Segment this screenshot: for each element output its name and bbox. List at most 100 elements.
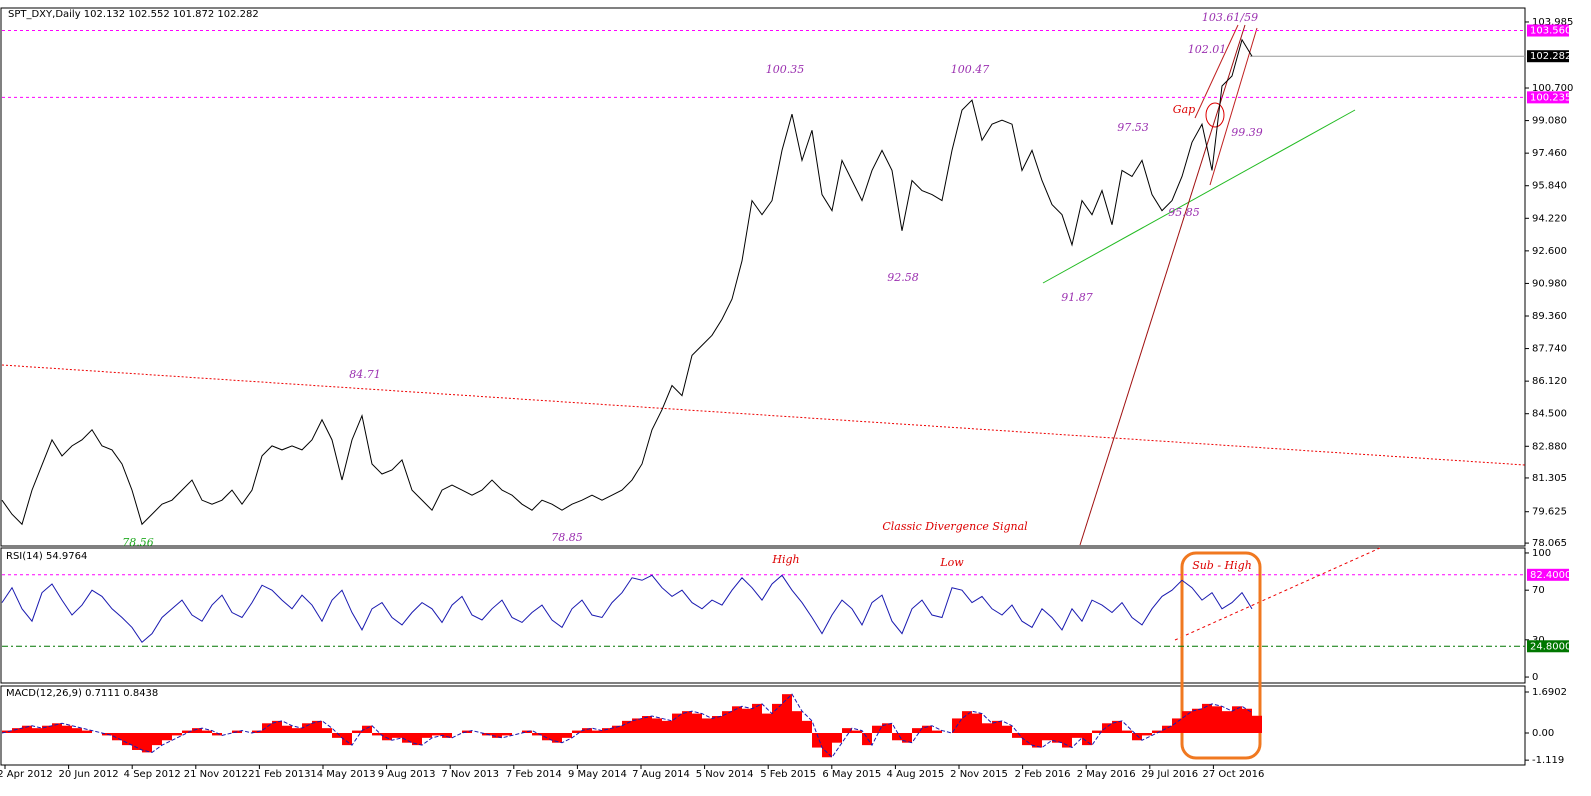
macd-bar: [142, 732, 152, 753]
macd-bar: [122, 732, 132, 746]
macd-bar: [1112, 720, 1122, 733]
x-tick-label: 29 Jul 2016: [1141, 769, 1198, 780]
trend-line: [1174, 547, 1381, 641]
trend-line: [1194, 24, 1239, 119]
annotation: 102.01: [1188, 43, 1227, 56]
annotation: 103.61/59: [1202, 11, 1258, 24]
macd-bar: [712, 716, 722, 733]
macd-bar: [12, 728, 22, 733]
level-box: [1527, 24, 1569, 37]
y-tick-label: 78.065: [1532, 538, 1567, 549]
macd-bar: [772, 703, 782, 733]
macd-bar: [602, 728, 612, 733]
macd-bar: [1152, 730, 1162, 733]
macd-bar: [432, 732, 442, 736]
price-line: [1, 574, 1253, 644]
macd-bar: [2, 730, 12, 733]
annotation: 97.53: [1117, 121, 1149, 134]
macd-bar: [1242, 708, 1252, 733]
x-tick-label: 7 Aug 2014: [632, 769, 690, 780]
y-tick-label: 100.700: [1532, 83, 1573, 94]
price-line: [1, 38, 1253, 526]
macd-bar: [732, 706, 742, 733]
x-tick-label: 7 Feb 2014: [506, 769, 562, 780]
macd-bar: [622, 720, 632, 733]
macd-bar: [402, 732, 412, 743]
macd-bar: [1042, 732, 1052, 741]
macd-bar: [922, 725, 932, 733]
macd-bar: [62, 725, 72, 733]
macd-bar: [562, 732, 572, 738]
level-box: [1527, 91, 1569, 104]
macd-bar: [322, 728, 332, 733]
y-tick-label: 81.305: [1532, 473, 1567, 484]
macd-bar: [1212, 706, 1222, 733]
main-panel: [0, 7, 1526, 547]
level-box: [1527, 640, 1569, 653]
macd-bar: [132, 732, 142, 750]
macd-bar: [1072, 732, 1082, 738]
macd-bar: [612, 725, 622, 733]
annotation: Gap: [1173, 103, 1195, 116]
annotation: 95.85: [1168, 206, 1200, 219]
macd-bar: [692, 713, 702, 733]
annotation: Low: [939, 556, 964, 569]
macd-bar: [642, 716, 652, 733]
macd-bar: [1002, 725, 1012, 733]
macd-bar: [22, 725, 32, 733]
x-tick-label: 2 Apr 2012: [0, 769, 53, 780]
macd-bar: [872, 725, 882, 733]
macd-bar: [32, 728, 42, 733]
y-tick-label: 70: [1532, 585, 1545, 596]
macd-bar: [792, 711, 802, 733]
macd-bar: [442, 732, 452, 738]
macd-bar: [392, 732, 402, 738]
macd-bar: [1032, 732, 1042, 748]
macd-bar: [412, 732, 422, 746]
x-tick-label: 4 Sep 2012: [124, 769, 181, 780]
macd-bar: [572, 730, 582, 733]
macd-bar: [722, 711, 732, 733]
macd-bar: [1142, 732, 1152, 736]
highlight-box: [1180, 551, 1262, 760]
annotation: Sub - High: [1192, 559, 1252, 572]
macd-bar: [312, 720, 322, 733]
macd-bar: [42, 725, 52, 733]
annotation: 100.47: [951, 63, 990, 76]
macd-bar: [842, 728, 852, 733]
macd-bar: [152, 732, 162, 746]
macd-bar: [292, 728, 302, 733]
macd-bar: [1222, 711, 1232, 733]
level-label: 103.560: [1530, 26, 1571, 37]
x-tick-label: 14 May 2013: [310, 769, 375, 780]
y-tick-label: 0: [1532, 672, 1538, 683]
macd-bar: [912, 728, 922, 733]
macd-bar: [802, 720, 812, 733]
macd-bar: [282, 725, 292, 733]
y-tick-label: 1.6902: [1532, 687, 1567, 698]
macd-bar: [532, 732, 542, 736]
macd-bar: [892, 732, 902, 741]
macd-bar: [1232, 706, 1242, 733]
x-tick-label: 2 Nov 2015: [950, 769, 1008, 780]
annotation: Classic Divergence Signal: [882, 520, 1028, 533]
macd-bar: [182, 730, 192, 733]
macd-bar: [492, 732, 502, 738]
annotation: High: [771, 553, 799, 566]
macd-bar: [762, 713, 772, 733]
macd-bar: [1102, 723, 1112, 733]
macd-bar: [1182, 711, 1192, 733]
x-tick-label: 21 Feb 2013: [248, 769, 310, 780]
y-tick-label: 92.600: [1532, 246, 1567, 257]
macd-bar: [52, 723, 62, 733]
macd-bar: [1022, 732, 1032, 746]
y-tick-label: 94.220: [1532, 213, 1567, 224]
macd-bar: [582, 728, 592, 733]
y-tick-label: 0.00: [1532, 728, 1554, 739]
macd-bar: [422, 732, 432, 738]
macd-bar: [652, 718, 662, 733]
macd-bar: [72, 728, 82, 733]
annotation: 78.56: [122, 536, 154, 549]
y-tick-label: 84.500: [1532, 409, 1567, 420]
